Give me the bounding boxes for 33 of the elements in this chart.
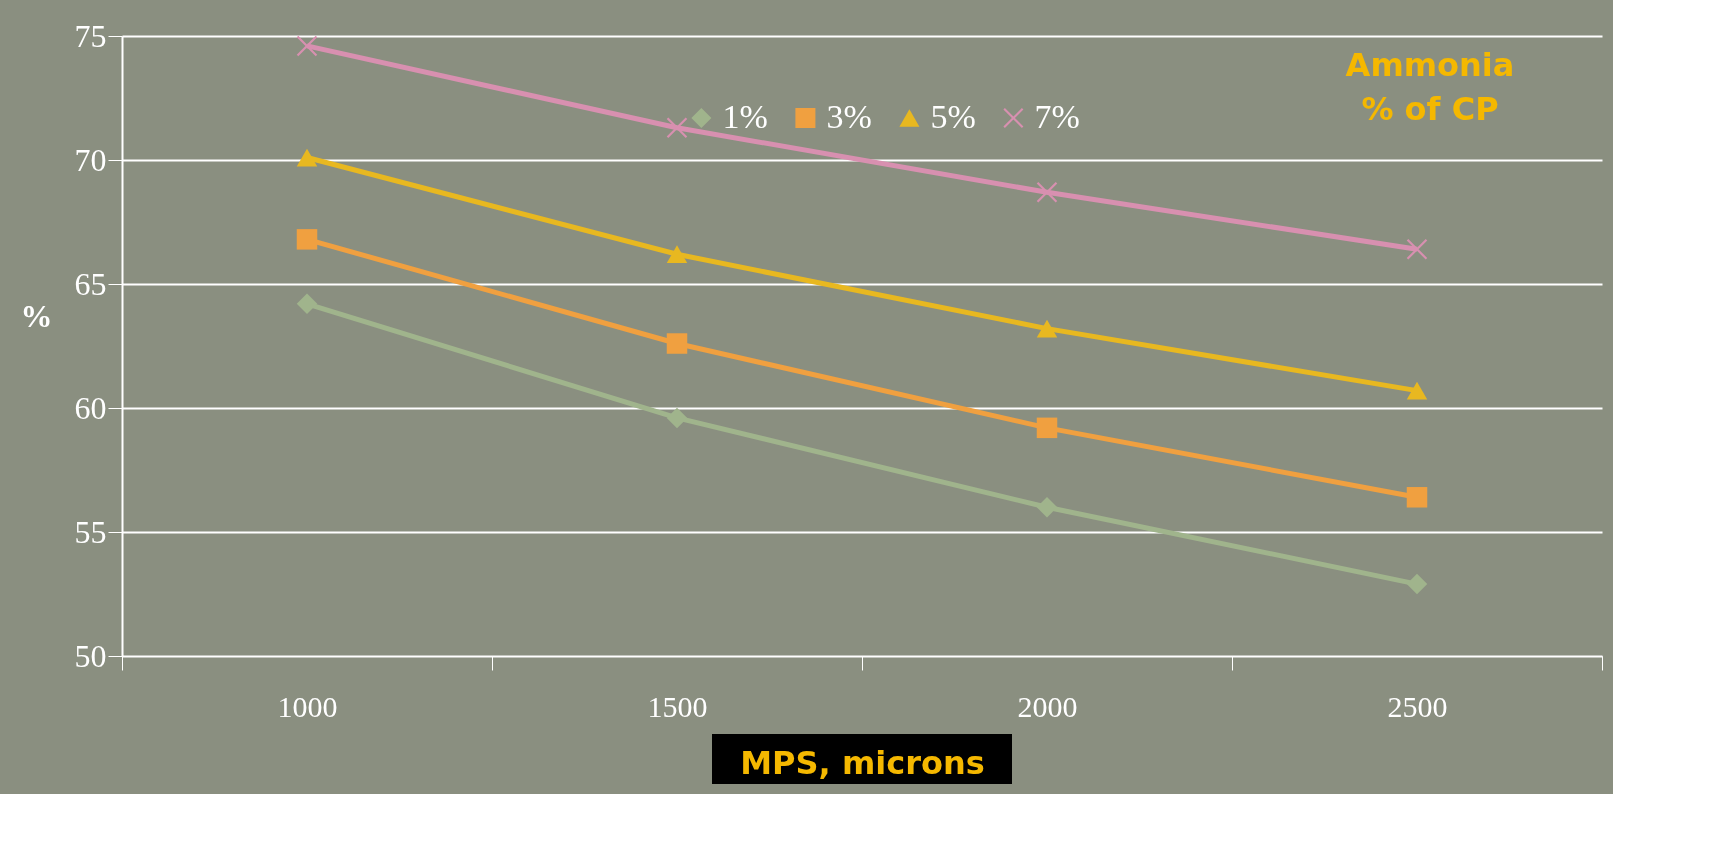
- x-tick-label: 2000: [1017, 689, 1078, 723]
- point: [1036, 181, 1058, 203]
- point: [666, 407, 688, 429]
- legend-label: 7%: [1034, 98, 1080, 135]
- point: [666, 245, 688, 264]
- legend-label: 5%: [930, 98, 976, 135]
- point: [1036, 417, 1058, 439]
- annotation: Ammonia % of CP: [1345, 46, 1515, 128]
- x-tick-label: 2500: [1387, 689, 1448, 723]
- point: [1406, 381, 1428, 400]
- point: [666, 117, 688, 139]
- x-tick-label: 1500: [647, 689, 708, 723]
- legend-label: 1%: [722, 98, 768, 135]
- y-axis-title: %: [20, 297, 53, 334]
- point: [1036, 496, 1058, 518]
- point: [1036, 319, 1058, 338]
- point: [296, 293, 318, 315]
- y-tick-label: 50: [74, 637, 107, 674]
- y-tick-label: 70: [74, 141, 107, 178]
- y-tick-label: 60: [74, 389, 107, 426]
- x-axis-title: MPS, microns: [740, 743, 985, 782]
- point: [296, 229, 318, 250]
- point: [1406, 487, 1428, 508]
- y-tick-label: 75: [74, 17, 107, 54]
- point: [296, 35, 318, 57]
- x-tick-label: 1000: [277, 689, 338, 723]
- point: [1406, 239, 1428, 260]
- point: [666, 333, 688, 354]
- point: [296, 148, 318, 167]
- point: [1406, 573, 1428, 595]
- y-tick-label: 55: [74, 513, 107, 550]
- legend-label: 3%: [826, 98, 872, 135]
- y-tick-label: 65: [74, 265, 107, 302]
